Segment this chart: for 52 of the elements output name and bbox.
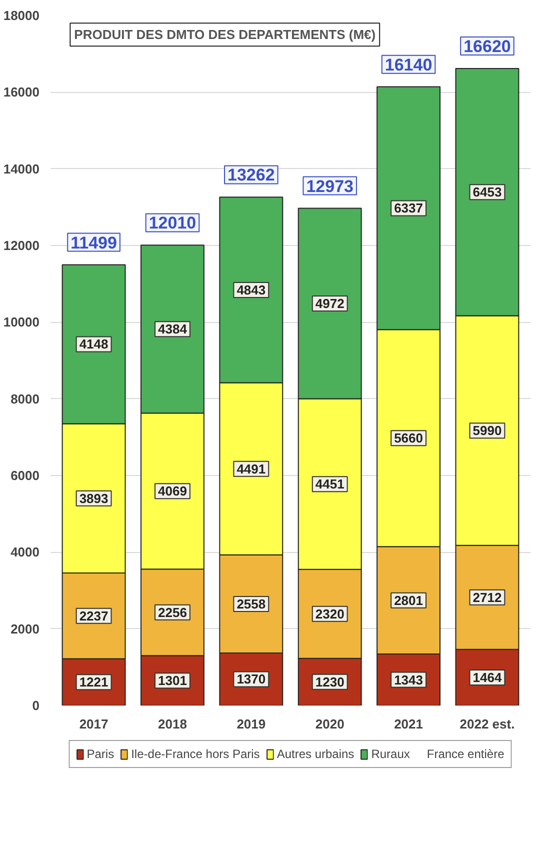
- x-tick-label: 2017: [79, 716, 108, 732]
- data-label: 1230: [315, 674, 344, 690]
- data-label: 6453: [472, 184, 502, 200]
- data-label: 4069: [158, 484, 187, 499]
- data-label: 1301: [158, 673, 187, 688]
- text: France entière: [426, 747, 504, 761]
- y-tick-label: 18000: [3, 8, 40, 23]
- data-label: 2801: [394, 592, 423, 608]
- y-tick-label: 2000: [10, 621, 40, 636]
- data-label: 5990: [472, 423, 502, 438]
- y-tick-label: 6000: [10, 468, 40, 483]
- total-label: 11499: [70, 233, 117, 252]
- x-tick-label: 2021: [394, 716, 423, 732]
- text: PRODUIT DES DMTO DES DEPARTEMENTS (M€): [74, 27, 376, 42]
- data-label: 1464: [472, 670, 502, 685]
- data-label: 2558: [236, 596, 266, 612]
- y-tick-label: 8000: [10, 391, 40, 406]
- x-tick-label: 2019: [236, 716, 266, 732]
- data-label: 2237: [79, 608, 108, 624]
- data-label: 4491: [236, 461, 266, 476]
- x-tick-label: 2018: [158, 716, 187, 732]
- y-tick-label: 10000: [3, 314, 40, 330]
- total-label: 13262: [228, 166, 275, 185]
- total-label: 12973: [306, 176, 354, 196]
- y-tick-label: 16000: [3, 84, 40, 100]
- y-tick-label: 12000: [3, 238, 40, 253]
- data-label: 6337: [394, 200, 423, 216]
- y-tick-label: 4000: [10, 544, 40, 560]
- data-label: 4148: [79, 336, 108, 352]
- total-label: 16620: [464, 37, 511, 56]
- data-label: 1343: [394, 672, 423, 688]
- data-label: 4451: [315, 476, 344, 492]
- x-tick-label: 2020: [315, 716, 344, 732]
- data-label: 2256: [158, 604, 187, 620]
- y-tick-label: 14000: [3, 161, 40, 176]
- legend-label: Paris: [86, 747, 114, 761]
- data-label: 1370: [236, 672, 266, 687]
- x-tick-label: 2022 est.: [460, 716, 515, 732]
- data-label: 2320: [315, 606, 344, 622]
- data-label: 4384: [158, 322, 188, 337]
- data-label: 1221: [79, 674, 108, 690]
- legend-label: Ruraux: [371, 747, 410, 761]
- data-label: 4843: [236, 282, 266, 298]
- data-label: 4972: [315, 296, 344, 311]
- legend-label: Autres urbains: [276, 747, 354, 761]
- data-label: 5660: [394, 430, 423, 446]
- total-label: 16140: [384, 55, 432, 74]
- legend-label: Ile-de-France hors Paris: [131, 747, 260, 761]
- y-tick-label: 0: [32, 698, 40, 713]
- total-label: 12010: [148, 214, 196, 233]
- data-label: 3893: [79, 490, 108, 506]
- data-label: 2712: [472, 590, 502, 605]
